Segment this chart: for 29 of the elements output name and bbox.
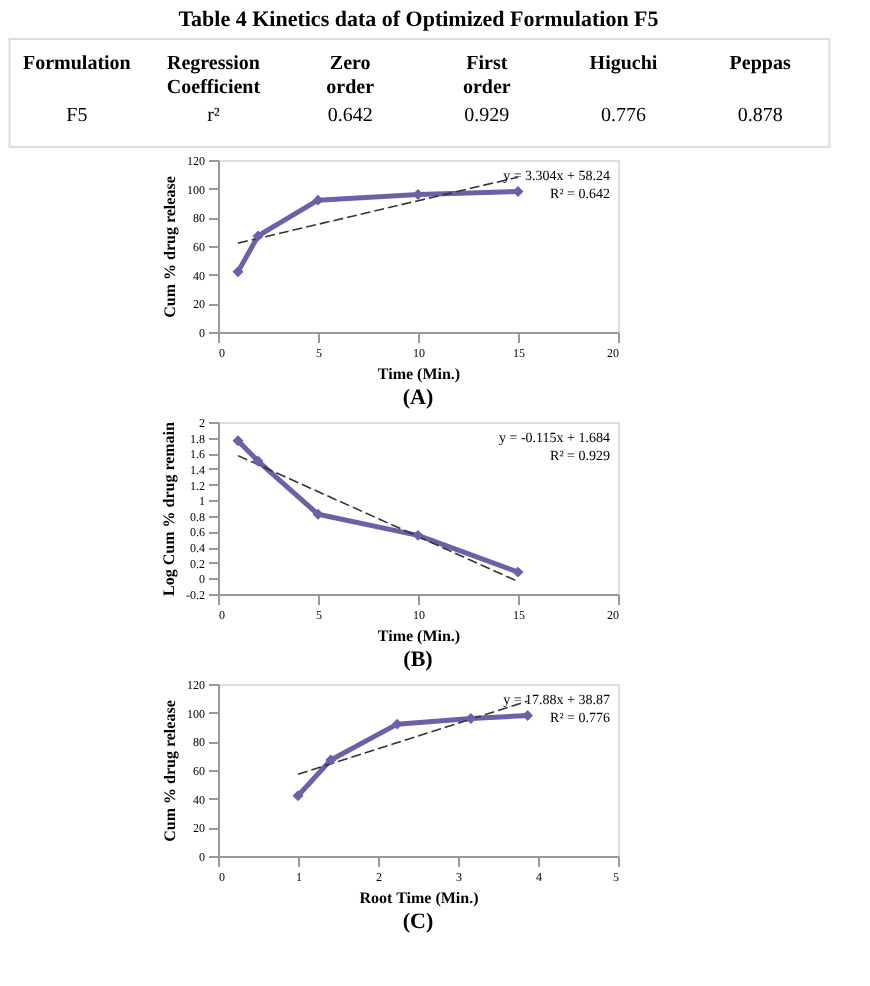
point <box>232 266 244 278</box>
point <box>325 754 337 766</box>
text: r² <box>207 104 220 127</box>
text: (B) <box>403 648 434 672</box>
text: Formulation <box>22 53 132 76</box>
x-axis-title: Root Time (Min.) <box>359 889 480 907</box>
x-axis-title: Time (Min.) <box>377 627 461 645</box>
point <box>512 566 524 578</box>
text: (C) <box>402 910 434 934</box>
y-axis-title: Log Cum % drug remain <box>160 420 178 596</box>
text: Zero order <box>326 53 376 100</box>
point <box>252 230 264 242</box>
text: 0.776 <box>601 104 646 127</box>
point <box>252 455 264 467</box>
text: 0.642 <box>327 104 373 127</box>
y-axis-title: Cum % drug release <box>161 175 179 318</box>
point <box>232 435 244 447</box>
text: F5 <box>66 104 88 127</box>
text: Higuchi <box>589 53 658 76</box>
text: (A) <box>402 386 434 410</box>
text: Peppas <box>729 53 791 76</box>
text: First order <box>462 53 512 100</box>
point <box>292 790 304 802</box>
text: Table 4 Kinetics data of Optimized Formulation F5 <box>178 8 660 32</box>
text: 0.929 <box>464 104 510 127</box>
y-axis-title: Cum % drug release <box>161 699 179 842</box>
point <box>465 712 477 724</box>
text: 0.878 <box>737 104 783 127</box>
x-axis-title: Time (Min.) <box>377 365 461 383</box>
